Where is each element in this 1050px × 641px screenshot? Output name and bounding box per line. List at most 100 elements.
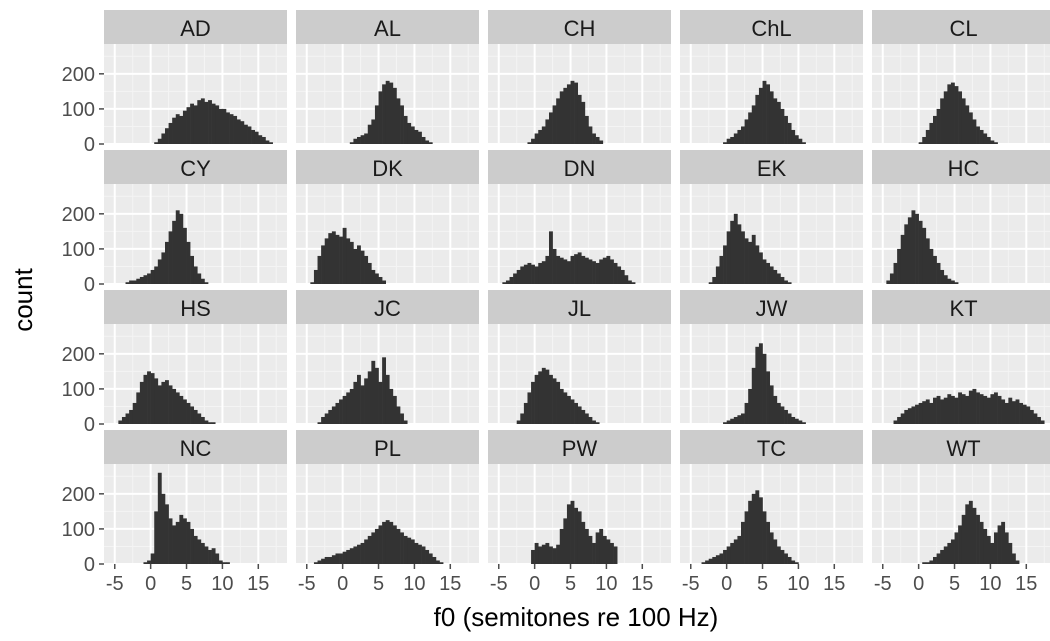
histogram-bar	[592, 261, 596, 284]
histogram-bar	[915, 213, 919, 284]
histogram-bar	[421, 136, 426, 144]
histogram-bar	[186, 521, 191, 564]
histogram-bar	[733, 416, 738, 424]
histogram-bar	[997, 395, 1002, 424]
histogram-bar	[328, 233, 333, 284]
histogram-bar	[751, 493, 756, 564]
histogram-bar	[226, 112, 230, 144]
histogram-bar	[396, 98, 401, 144]
panel-cy: CY	[104, 150, 287, 285]
histogram-bar	[918, 402, 923, 424]
strip-background	[872, 290, 1050, 324]
histogram-bar	[570, 80, 575, 144]
histogram-bar	[610, 542, 614, 564]
histogram-bar	[900, 413, 905, 424]
histogram-bar	[371, 532, 376, 564]
histogram-bar	[516, 269, 521, 284]
histogram-bar	[418, 544, 422, 564]
histogram-bar	[954, 397, 959, 424]
x-tick-label: -5	[490, 573, 508, 595]
histogram-bar	[976, 126, 980, 144]
histogram-bar	[787, 122, 792, 144]
histogram-bar	[233, 115, 238, 144]
histogram-bar	[261, 136, 266, 144]
histogram-bar	[407, 537, 412, 564]
histogram-bar	[986, 535, 991, 564]
histogram-bar	[523, 402, 528, 424]
histogram-bar	[584, 413, 589, 424]
histogram-bar	[1015, 560, 1020, 564]
histogram-bar	[933, 556, 937, 564]
histogram-bar	[744, 402, 749, 424]
histogram-bar	[933, 255, 937, 284]
histogram-bar	[371, 269, 376, 284]
histogram-bar	[175, 210, 180, 284]
histogram-bar	[1033, 413, 1038, 424]
panels-layer: AD AL CH ChL CL CY DK DN EK HC HS JC JL JW KT NC PL PW TC W…	[104, 10, 1050, 565]
histogram-bar	[190, 528, 195, 564]
histogram-bar	[165, 380, 169, 424]
histogram-bar	[574, 507, 579, 564]
histogram-bar	[791, 560, 796, 564]
histogram-bar	[606, 539, 611, 564]
y-tick-label: 100	[62, 239, 95, 261]
histogram-bar	[367, 124, 372, 144]
histogram-bar	[182, 227, 187, 284]
panel-pl: PL	[296, 430, 479, 565]
histogram-bar	[186, 107, 191, 144]
histogram-bar	[168, 518, 173, 564]
histogram-bar	[889, 273, 894, 284]
histogram-bar	[570, 399, 575, 424]
histogram-bar	[733, 539, 738, 564]
histogram-bar	[396, 406, 401, 424]
histogram-bar	[172, 117, 177, 144]
histogram-bar	[421, 546, 426, 564]
histogram-bar	[588, 416, 593, 424]
histogram-bar	[929, 402, 934, 424]
strip-label: JW	[756, 296, 788, 321]
histogram-bar	[943, 546, 948, 564]
histogram-bar	[193, 409, 198, 424]
histogram-bar	[748, 388, 753, 424]
histogram-bar	[531, 138, 535, 144]
histogram-bar	[534, 133, 539, 144]
histogram-bar	[983, 395, 988, 424]
histogram-bar	[794, 135, 799, 144]
histogram-bar	[385, 80, 390, 144]
histogram-bar	[599, 259, 604, 284]
panel-jl: JL	[488, 290, 671, 425]
histogram-bar	[784, 280, 788, 284]
histogram-bar	[897, 248, 902, 284]
histogram-bar	[258, 135, 263, 144]
histogram-bar	[556, 381, 561, 424]
histogram-bar	[976, 392, 980, 424]
histogram-bar	[552, 105, 557, 144]
histogram-bar	[179, 213, 184, 284]
histogram-bar	[762, 259, 767, 284]
histogram-bar	[331, 231, 336, 284]
histogram-bar	[538, 129, 543, 144]
histogram-bar	[215, 105, 220, 144]
histogram-bar	[374, 273, 379, 284]
histogram-bar	[1015, 399, 1020, 424]
histogram-bar	[556, 255, 561, 284]
histogram-bar	[726, 231, 731, 284]
histogram-bar	[378, 381, 383, 424]
x-tick-label: 15	[631, 573, 653, 595]
x-tick-label: 0	[721, 573, 732, 595]
histogram-bar	[708, 282, 713, 284]
histogram-bar	[556, 544, 561, 564]
panel-al: AL	[296, 10, 479, 145]
histogram-bar	[1022, 404, 1027, 424]
strip-label: JC	[374, 296, 401, 321]
histogram-bar	[766, 521, 771, 564]
histogram-bar	[940, 269, 945, 284]
histogram-bar	[730, 220, 735, 284]
strip-background	[296, 290, 479, 324]
panel-jc: JC	[296, 290, 479, 425]
histogram-bar	[165, 128, 169, 144]
histogram-bar	[324, 238, 329, 284]
strip-label: PL	[374, 436, 401, 461]
histogram-bar	[730, 542, 735, 564]
histogram-bar	[954, 86, 959, 144]
